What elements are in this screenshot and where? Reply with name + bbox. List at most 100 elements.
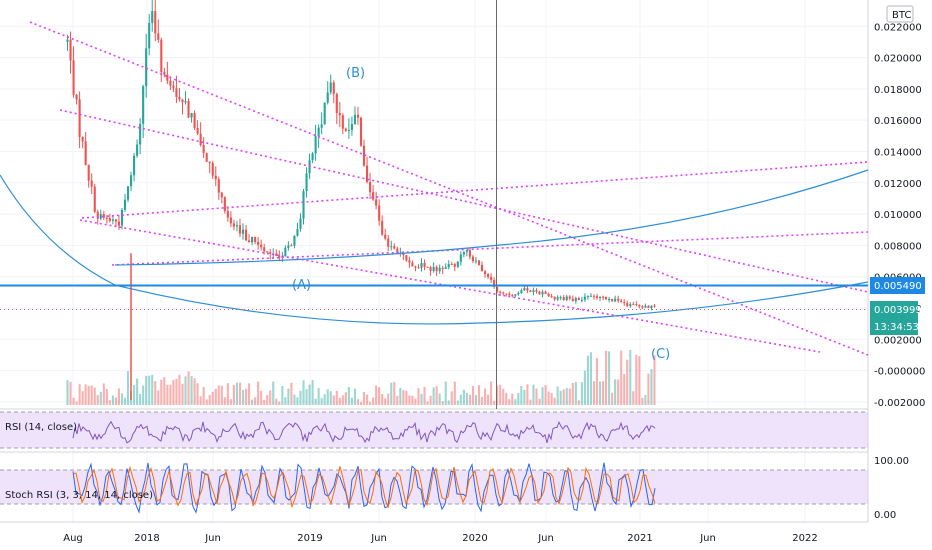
volume-bar — [480, 396, 484, 405]
wave-label-c: (C) — [651, 347, 670, 362]
volume-bar — [272, 381, 275, 405]
volume-bar — [405, 390, 408, 405]
volume-bar — [390, 382, 393, 405]
volume-bar — [287, 388, 290, 405]
candle-body — [169, 80, 172, 86]
rsi-label[interactable]: RSI (14, close) — [5, 422, 77, 433]
volume-bar — [278, 401, 281, 405]
candle-body — [450, 264, 453, 266]
volume-bar — [87, 385, 90, 405]
volume-bar — [450, 391, 453, 405]
price-tick-label: 0.002000 — [874, 335, 922, 346]
candle-body — [490, 276, 493, 280]
candle-body — [175, 88, 178, 97]
candle-body — [365, 165, 369, 182]
volume-bar — [459, 394, 462, 405]
candle-body — [154, 11, 157, 34]
candle-body — [553, 296, 556, 300]
candle-body — [341, 115, 344, 129]
volume-bar — [359, 401, 363, 405]
candle-body — [414, 266, 417, 268]
candle-body — [257, 241, 260, 245]
volume-bar — [223, 397, 226, 405]
volume-bar — [520, 386, 523, 405]
volume-bar — [644, 394, 647, 405]
candle-body — [556, 297, 559, 300]
time-tick-label: 2020 — [462, 533, 487, 544]
volume-bar — [260, 390, 263, 405]
volume-bar — [229, 399, 232, 405]
volume-bar — [393, 382, 396, 405]
volume-bar — [178, 374, 181, 405]
candle-body — [287, 245, 290, 248]
level-price-tag — [870, 277, 925, 294]
candle-body — [163, 71, 166, 75]
volume-bar — [160, 379, 163, 405]
candle-body — [644, 305, 647, 308]
candle-body — [608, 299, 611, 301]
volume-bar — [284, 397, 287, 405]
volume-bar — [148, 375, 151, 405]
volume-bar — [517, 392, 520, 405]
volume-bar — [611, 392, 614, 405]
volume-bar — [623, 374, 626, 405]
volume-bar — [111, 395, 114, 405]
candles — [66, 0, 656, 400]
volume-bar — [456, 400, 459, 405]
volume-bar — [251, 399, 254, 405]
candle-body — [641, 306, 644, 308]
volume-bar — [571, 382, 574, 405]
volume-bar — [541, 387, 544, 405]
candle-body — [320, 124, 323, 128]
candle-body — [402, 252, 405, 256]
candle-body — [456, 261, 459, 267]
price-axis[interactable] — [869, 0, 932, 550]
volume-bar — [338, 397, 341, 405]
volume-bar — [114, 397, 117, 405]
drawings[interactable] — [0, 0, 869, 409]
volume-bar — [320, 398, 323, 405]
time-tick-label: 2019 — [297, 533, 322, 544]
candle-body — [620, 300, 623, 303]
stoch-label[interactable]: Stoch RSI (3, 3, 14, 14, close) — [5, 490, 153, 501]
symbol-badge[interactable] — [886, 5, 914, 23]
candle-body — [435, 266, 438, 272]
volume-bar — [139, 393, 142, 405]
candle-body — [302, 191, 305, 219]
candle-body — [96, 211, 99, 219]
candle-body — [559, 297, 562, 299]
price-tick-label: 0.010000 — [874, 210, 922, 221]
volume-bar — [269, 390, 272, 405]
candle-body — [139, 123, 142, 145]
time-tick-label: Jun — [699, 533, 716, 544]
volume-bar — [441, 401, 444, 405]
time-tick-label: 2021 — [627, 533, 652, 544]
candle-body — [647, 305, 650, 308]
volume-bar — [647, 373, 650, 405]
volume-bar — [608, 351, 611, 405]
candle-body — [426, 266, 429, 268]
volume-bar — [369, 401, 372, 405]
candle-body — [638, 305, 641, 307]
candle-body — [247, 240, 251, 243]
wave-label-a: (A) — [292, 278, 311, 293]
candle-body — [81, 137, 84, 142]
volume-bar — [435, 386, 438, 405]
volume-bar — [263, 399, 266, 405]
volume-bar — [574, 381, 577, 405]
candle-body — [465, 250, 468, 252]
stoch-tick-100: 100.00 — [874, 456, 909, 467]
volume-bar — [257, 381, 260, 405]
price-tick-label: 0.016000 — [874, 116, 922, 127]
candle-body — [290, 245, 293, 247]
candle-body — [468, 250, 471, 257]
volume-bar — [626, 359, 629, 405]
candle-body — [617, 298, 620, 301]
volume-bar — [638, 356, 641, 405]
candle-body — [120, 209, 124, 226]
fan-line-upper — [81, 161, 869, 219]
candle-body — [296, 229, 299, 236]
candle-body — [145, 48, 148, 87]
price-tick-label: 0.018000 — [874, 85, 922, 96]
